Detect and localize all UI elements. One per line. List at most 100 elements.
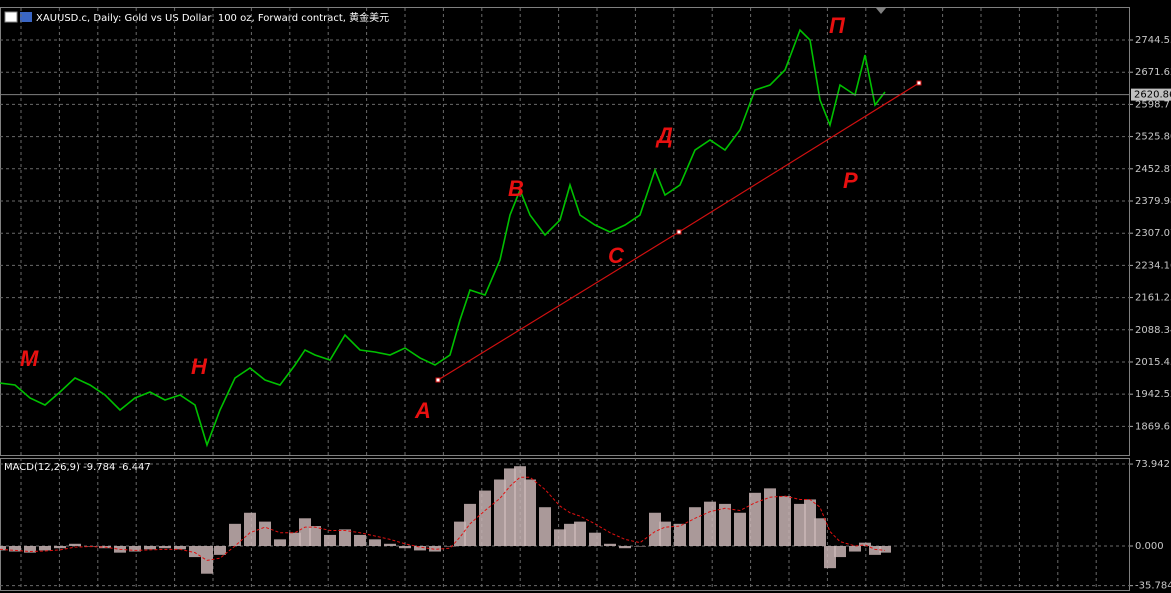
macd-bar — [749, 492, 761, 546]
macd-bar — [324, 534, 336, 546]
macd-bar — [144, 546, 156, 550]
macd-bar — [824, 546, 836, 569]
shift-marker — [876, 8, 886, 14]
macd-bar — [554, 529, 566, 546]
y-tick-label: 2234.16 — [1135, 260, 1171, 271]
macd-bar — [339, 529, 351, 546]
macd-bar — [704, 501, 716, 546]
macd-bar — [454, 521, 466, 546]
wave-label: Р — [843, 168, 858, 193]
macd-bar — [834, 546, 846, 558]
y-tick-label: 0.000 — [1135, 541, 1164, 552]
macd-bar — [514, 466, 526, 546]
macd-bar — [354, 534, 366, 546]
macd-bar — [794, 503, 806, 546]
trendline-anchor — [676, 229, 682, 235]
macd-bar — [201, 546, 213, 574]
main-frame — [0, 7, 1130, 456]
y-tick-label: 2161.25 — [1135, 293, 1171, 304]
macd-bar — [574, 521, 586, 546]
macd-title: MACD(12,26,9) -9.784 -6.447 — [4, 462, 151, 473]
y-tick-label: 2379.98 — [1135, 196, 1171, 207]
macd-bar — [429, 546, 441, 552]
y-tick-label: -35.784 — [1135, 581, 1171, 592]
signal-line — [0, 476, 886, 561]
macd-bar — [244, 512, 256, 546]
y-tick-label: 1942.52 — [1135, 389, 1171, 400]
macd-bar — [849, 546, 861, 552]
current-price-box — [1131, 88, 1171, 101]
macd-bar — [274, 539, 286, 546]
wave-label: Д — [655, 123, 673, 148]
macd-bar — [189, 546, 201, 558]
macd-bar — [879, 546, 891, 553]
macd-bar — [259, 521, 271, 546]
current-price-label: 2620.86 — [1134, 90, 1171, 101]
y-tick-label: 2452.87 — [1135, 164, 1171, 175]
wave-label: М — [20, 346, 39, 371]
macd-bar — [674, 523, 686, 546]
wave-label: А — [414, 398, 431, 423]
macd-bar — [719, 503, 731, 546]
y-tick-label: 2015.43 — [1135, 357, 1171, 368]
wave-label: С — [608, 243, 625, 268]
macd-bar — [9, 546, 21, 552]
macd-bar — [299, 518, 311, 546]
macd-bar — [174, 546, 186, 550]
trendline-anchor — [916, 80, 922, 86]
y-tick-label: 2744.53 — [1135, 35, 1171, 46]
macd-bar — [444, 546, 456, 547]
macd-bar — [539, 507, 551, 546]
macd-bar — [159, 546, 171, 549]
macd-bar — [414, 546, 426, 551]
macd-bar — [604, 543, 616, 546]
macd-bar — [69, 543, 81, 546]
macd-bar — [369, 539, 381, 546]
macd-bar — [504, 468, 516, 546]
wave-label: П — [829, 13, 846, 38]
wave-label: В — [508, 176, 524, 201]
macd-bar — [0, 546, 6, 551]
macd-bar — [399, 546, 411, 549]
macd-bar — [804, 499, 816, 546]
macd-bar — [494, 479, 506, 546]
macd-bar — [564, 523, 576, 546]
macd-bar — [54, 546, 66, 549]
wave-label: Н — [191, 354, 208, 379]
macd-bar — [649, 512, 661, 546]
macd-bar — [689, 507, 701, 546]
y-tick-label: 2671.62 — [1135, 67, 1171, 78]
y-tick-label: 2598.71 — [1135, 99, 1171, 110]
macd-bar — [779, 496, 791, 546]
macd-bar — [384, 543, 396, 546]
y-tick-label: 73.942 — [1135, 459, 1170, 470]
macd-bar — [619, 546, 631, 549]
macd-bar — [479, 490, 491, 546]
y-tick-label: 2525.80 — [1135, 132, 1171, 143]
price-line — [0, 28, 886, 448]
macd-bar — [859, 542, 871, 546]
y-tick-label: 2088.34 — [1135, 325, 1171, 336]
trendline-anchor — [435, 377, 441, 383]
macd-bar — [24, 546, 36, 553]
macd-bar — [634, 546, 646, 547]
macd-bar — [764, 488, 776, 546]
y-tick-label: 1869.61 — [1135, 421, 1171, 432]
macd-bar — [814, 518, 826, 546]
chart-title: XAUUSD.c, Daily: Gold vs US Dollar, 100 … — [36, 11, 389, 24]
macd-bar — [734, 512, 746, 546]
macd-bar — [589, 532, 601, 546]
y-tick-label: 2307.07 — [1135, 228, 1171, 239]
macd-bar — [289, 532, 301, 546]
macd-bar — [659, 521, 671, 546]
symbol-icon — [4, 11, 32, 23]
macd-bar — [309, 526, 321, 546]
macd-bar — [214, 546, 226, 555]
macd-bar — [229, 523, 241, 546]
macd-bar — [129, 546, 141, 552]
macd-bar — [39, 546, 51, 551]
macd-bar — [869, 546, 881, 555]
